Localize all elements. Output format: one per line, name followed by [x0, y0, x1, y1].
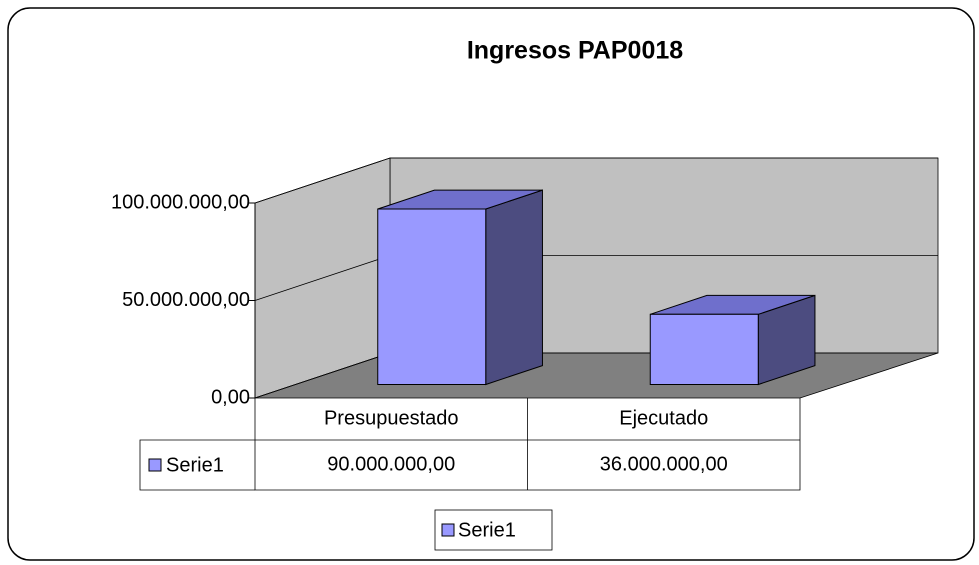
y-tick-label: 100.000.000,00: [111, 191, 250, 213]
bar: [377, 208, 487, 385]
data-table-value: 90.000.000,00: [327, 453, 455, 475]
legend-key: [441, 523, 455, 537]
bar-side: [485, 189, 543, 386]
grid-line: [254, 157, 938, 204]
bar: [649, 313, 759, 385]
y-tick-label: 0,00: [211, 386, 250, 408]
chart-title: Ingresos PAP0018: [467, 37, 683, 65]
x-tick-label: Ejecutado: [619, 407, 708, 429]
x-tick-label: Presupuestado: [324, 407, 459, 429]
legend-label: Serie1: [458, 519, 516, 541]
data-table-value: 36.000.000,00: [600, 453, 728, 475]
y-tick-label: 50.000.000,00: [122, 289, 250, 311]
data-table-legend-key: [148, 458, 162, 472]
data-table-series-name: Serie1: [166, 454, 224, 476]
data-table-border: [139, 439, 255, 491]
